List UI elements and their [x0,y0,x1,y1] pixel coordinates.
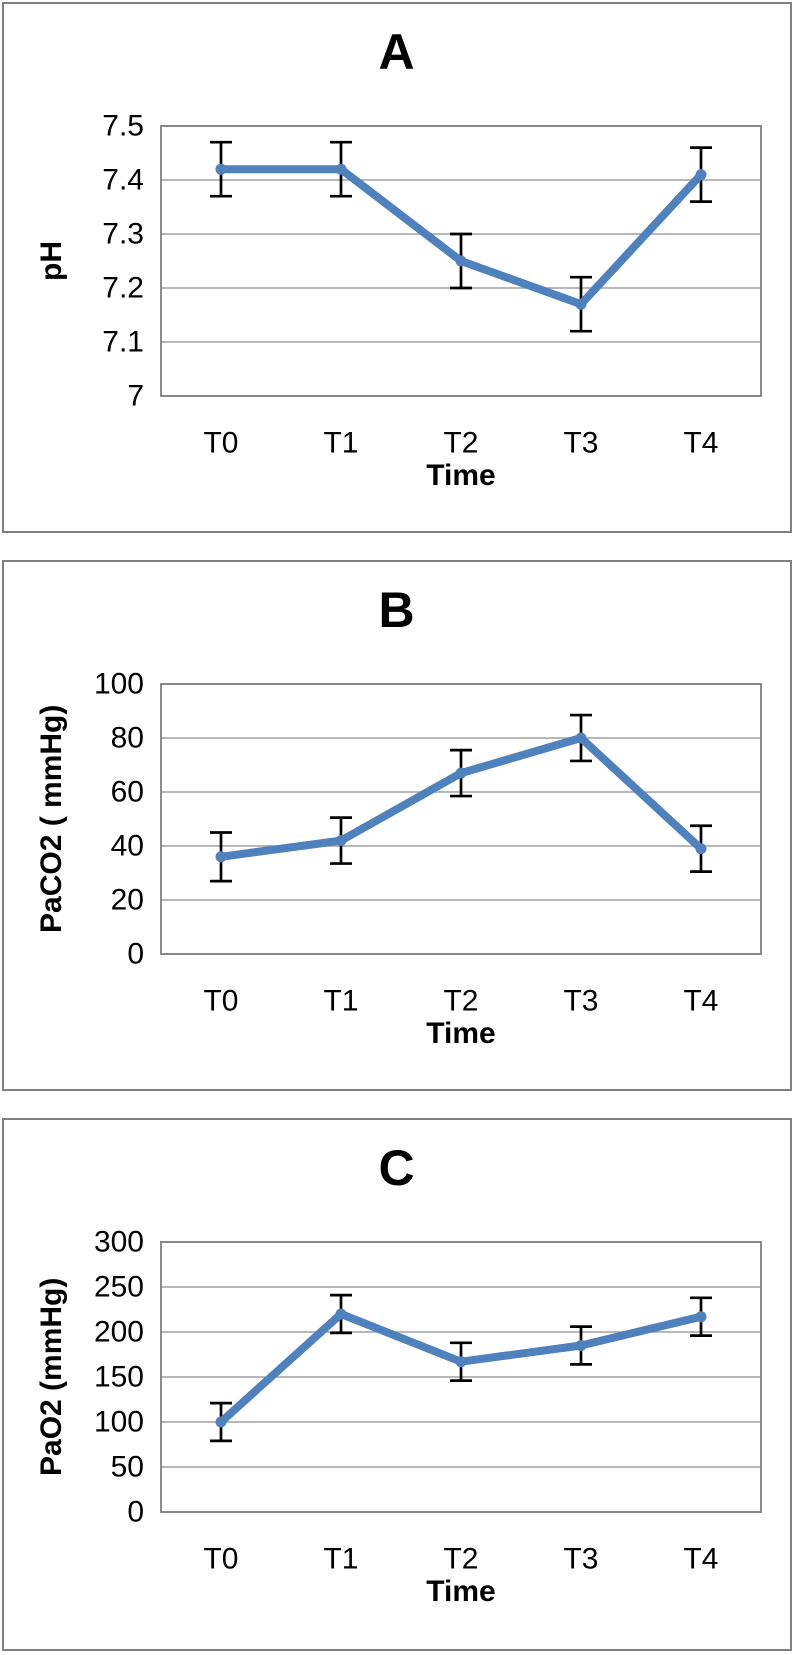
data-point-marker [215,163,227,175]
data-point-marker [575,298,587,310]
data-point-marker [695,169,707,181]
data-point-marker [455,1356,467,1368]
y-tick-label: 150 [94,1361,144,1394]
x-axis-title-c: Time [426,1575,496,1608]
data-point-marker [215,851,227,863]
y-tick-label: 0 [127,938,144,971]
x-tick-label: T0 [203,1543,238,1576]
y-tick-label: 7.1 [102,326,144,359]
x-tick-label: T1 [323,427,358,460]
data-point-marker [695,843,707,855]
y-tick-label: 7.4 [102,164,144,197]
chart-panel-a: A pH 7 7.1 7.2 7.3 7.4 7.5 T0 T1 T2 T3 T4 Time [2,2,792,533]
chart-title-a: A [378,24,416,80]
plot-region-a: pH 7 7.1 7.2 7.3 7.4 7.5 T0 T1 T2 T3 T4 Time [4,100,790,529]
x-tick-label: T3 [563,427,598,460]
plot-region-c: PaO2 (mmHg) 0 50 100 150 200 250 300 T0 T1 T2 T3 T4… [4,1216,790,1645]
plot-border [160,683,762,955]
x-tick-label: T2 [443,427,478,460]
y-tick-label: 7 [127,380,144,413]
y-tick-label: 100 [94,668,144,701]
data-point-marker [575,1340,587,1351]
y-tick-label: 250 [94,1271,144,1304]
x-tick-label: T1 [323,985,358,1018]
data-point-marker [575,732,587,744]
chart-canvas-c: 0 50 100 150 200 250 300 T0 T1 T2 T3 T4 [94,1226,762,1576]
y-tick-label: 300 [94,1226,144,1259]
x-tick-label: T0 [203,427,238,460]
x-tick-label: T3 [563,985,598,1018]
y-tick-label: 7.5 [102,110,144,143]
data-point-marker [335,163,347,175]
data-point-marker [455,767,467,779]
y-tick-label: 80 [111,722,144,755]
y-tick-label: 40 [111,830,144,863]
data-point-marker [215,1416,227,1428]
chart-panel-b: B PaCO2 ( mmHg) 0 20 40 60 80 100 T0 T1 T2 T3 T4 T… [2,560,792,1091]
y-tick-label: 7.3 [102,218,144,251]
plot-region-b: PaCO2 ( mmHg) 0 20 40 60 80 100 T0 T1 T2 T3 T4 Tim… [4,658,790,1087]
x-tick-label: T0 [203,985,238,1018]
x-tick-label: T4 [683,1543,718,1576]
x-axis-title-b: Time [426,1017,496,1050]
chart-title-c: C [378,1140,416,1196]
x-tick-label: T3 [563,1543,598,1576]
x-tick-label: T2 [443,985,478,1018]
y-tick-label: 7.2 [102,272,144,305]
chart-panel-c: C PaO2 (mmHg) 0 50 100 150 200 250 300 T0 T1 T2 T3… [2,1118,792,1651]
plot-border [160,1241,762,1513]
y-tick-label: 60 [111,776,144,809]
data-point-marker [335,835,347,847]
y-tick-label: 0 [127,1496,144,1529]
x-axis-title-a: Time [426,459,496,492]
y-tick-label: 200 [94,1316,144,1349]
x-tick-label: T2 [443,1543,478,1576]
chart-canvas-b: 0 20 40 60 80 100 T0 T1 T2 T3 T4 [94,668,762,1018]
data-point-marker [695,1311,707,1323]
plot-border [160,125,762,397]
x-tick-label: T4 [683,985,718,1018]
y-tick-label: 20 [111,884,144,917]
chart-title-b: B [378,582,416,638]
chart-canvas-a: 7 7.1 7.2 7.3 7.4 7.5 T0 T1 T2 T3 T4 [102,110,762,460]
x-tick-label: T4 [683,427,718,460]
data-point-marker [335,1308,347,1320]
y-tick-label: 100 [94,1406,144,1439]
x-tick-label: T1 [323,1543,358,1576]
y-tick-label: 50 [111,1451,144,1484]
data-point-marker [455,255,467,267]
